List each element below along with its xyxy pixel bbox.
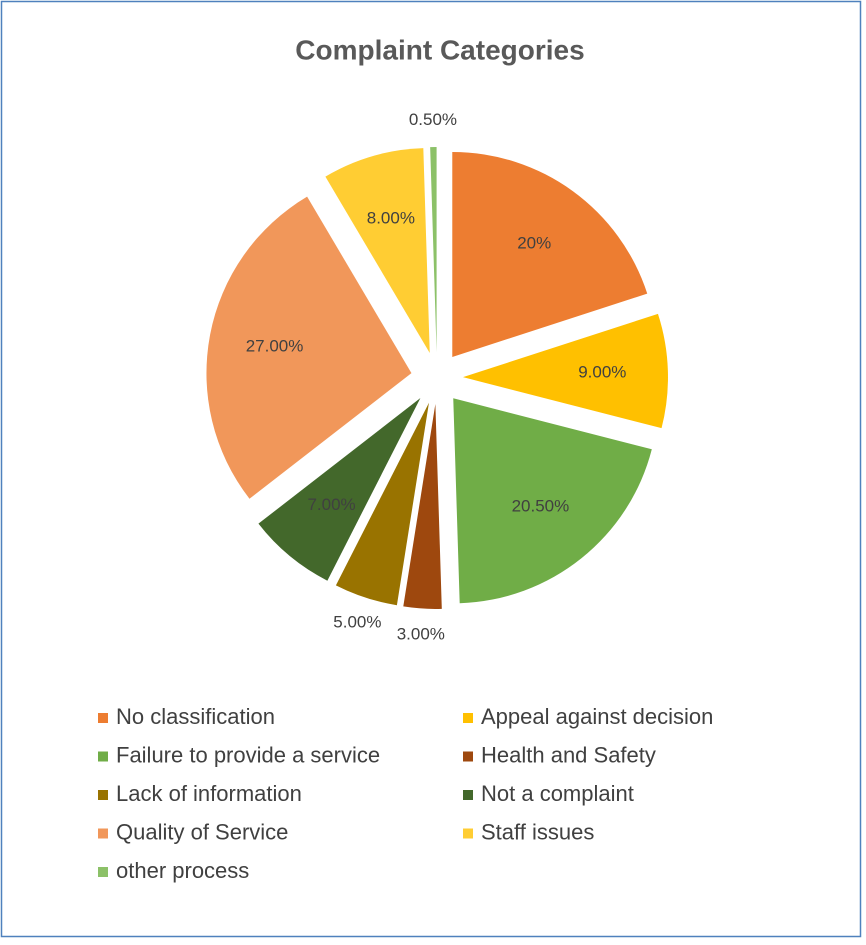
legend-label: Staff issues [481, 819, 594, 844]
legend-marker [98, 713, 108, 723]
data-label: 20.50% [512, 497, 570, 516]
data-label: 0.50% [409, 110, 457, 129]
legend-marker [98, 790, 108, 800]
legend-marker [463, 790, 473, 800]
legend-marker [98, 828, 108, 839]
legend-label: Failure to provide a service [116, 742, 380, 767]
legend-label: other process [116, 858, 249, 883]
data-label: 5.00% [333, 613, 381, 632]
data-label: 7.00% [307, 495, 355, 514]
data-label: 9.00% [578, 362, 626, 381]
pie-slice [335, 402, 429, 606]
legend-marker [463, 751, 473, 762]
legend-marker [463, 828, 473, 839]
data-label: 20% [517, 234, 551, 253]
pie-slice [452, 151, 648, 357]
legend-label: Lack of information [116, 781, 302, 806]
data-label: 27.00% [246, 336, 304, 355]
legend-label: Not a complaint [481, 781, 634, 806]
pie-slice [206, 196, 412, 499]
pie-slice [462, 313, 668, 429]
pie-slice [430, 147, 437, 353]
legend-marker [98, 751, 108, 762]
legend-marker [463, 713, 473, 723]
legend-label: No classification [116, 704, 275, 729]
legend-label: Quality of Service [116, 819, 288, 844]
legend-label: Health and Safety [481, 742, 656, 767]
pie-slice [258, 398, 421, 581]
data-label: 8.00% [367, 209, 415, 228]
legend-marker [98, 867, 108, 877]
data-label: 3.00% [397, 625, 445, 644]
pie-slice [403, 403, 442, 609]
pie-slice [453, 398, 652, 604]
legend-label: Appeal against decision [481, 704, 713, 729]
chart-title: Complaint Categories [295, 34, 584, 65]
pie-slice [325, 148, 430, 354]
